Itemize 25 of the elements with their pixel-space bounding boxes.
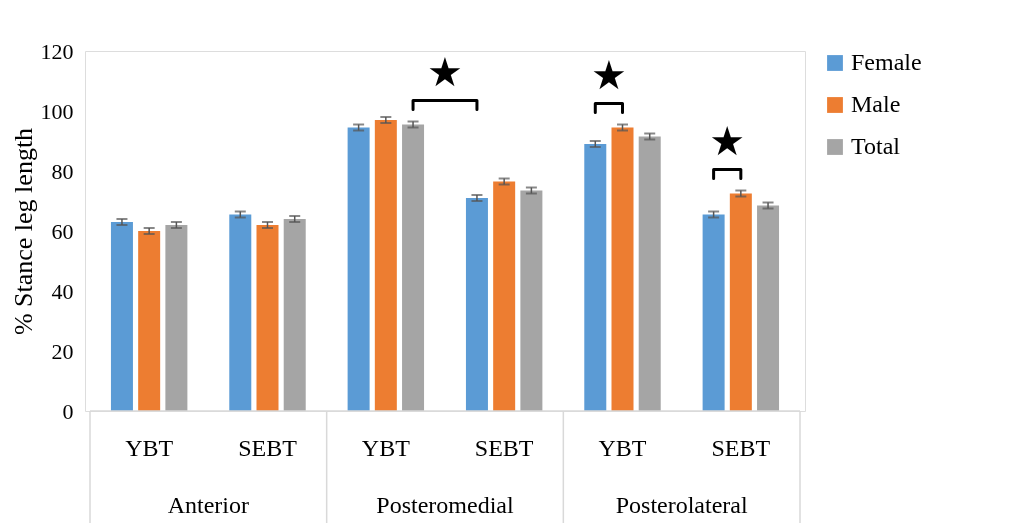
y-tick-label: 80 xyxy=(51,158,74,184)
annotation: ★ xyxy=(709,117,746,164)
y-tick-label: 60 xyxy=(51,218,74,244)
text: Anterior xyxy=(167,492,249,518)
x-tick-label: SEBT xyxy=(711,435,771,461)
legend-label: Male xyxy=(851,91,901,117)
y-tick-label: 0 xyxy=(62,398,74,424)
text: Posterolateral xyxy=(615,492,748,518)
y-axis-title: % Stance leg length xyxy=(8,127,38,336)
bar xyxy=(611,127,634,411)
y-tick-label: 40 xyxy=(51,278,74,304)
x-tick-label: SEBT xyxy=(474,435,534,461)
bar xyxy=(256,225,279,411)
annotation: ★ xyxy=(427,48,463,95)
legend-label: Total xyxy=(851,133,901,159)
x-tick-label: YBT xyxy=(598,435,647,461)
x-tick-label: SEBT xyxy=(238,435,298,461)
y-tick-label: 100 xyxy=(40,98,74,124)
y-tick-label: 120 xyxy=(40,38,74,64)
x-tick-label: YBT xyxy=(361,435,411,461)
x-tick-label: YBT xyxy=(125,435,174,461)
y-tick-label: 20 xyxy=(51,338,74,364)
text: Posteromedial xyxy=(376,492,514,518)
legend-label: Female xyxy=(851,49,922,75)
annotation: ★ xyxy=(590,51,627,98)
